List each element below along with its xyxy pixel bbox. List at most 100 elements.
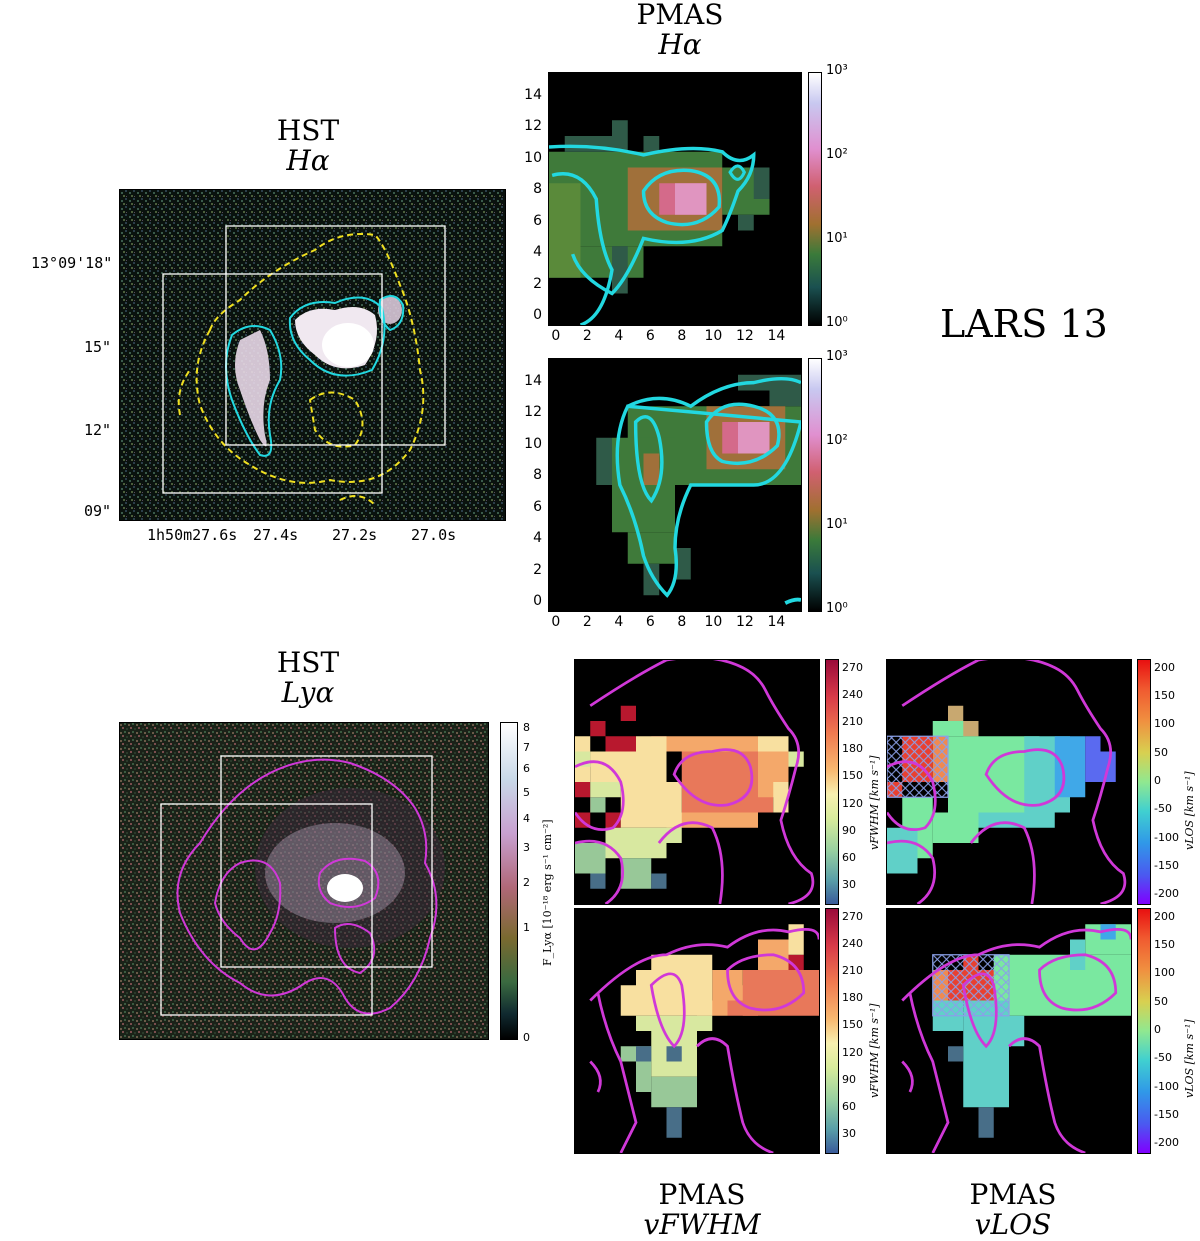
- hst-lya-title-line1: HST: [276, 646, 340, 679]
- dec-tick-2: 15": [84, 338, 112, 356]
- pmas-fwhm-map-bottom: [574, 908, 820, 1154]
- pmas-ha-bottom-xtick: 10: [704, 614, 723, 630]
- pmas-ha-bottom-ytick: 10: [524, 435, 542, 452]
- pmas-fwhm-bottom-cbar-tick: 90: [842, 1072, 856, 1086]
- hst-lya-image: [119, 722, 489, 1040]
- pmas-ha-bottom-cbar-tick: 10²: [826, 433, 848, 448]
- hst-ha-svg: [120, 190, 505, 520]
- pmas-ha-title-line1: PMAS: [636, 0, 724, 31]
- pmas-ha-top-ytick: 14: [524, 86, 542, 103]
- pmas-ha-top-ytick: 0: [533, 307, 542, 324]
- ra-tick-1: 1h50m27.6s: [147, 526, 238, 544]
- pmas-ha-bottom-ytick: 2: [533, 561, 542, 578]
- hst-lya-title-line2: Lyα: [281, 676, 335, 709]
- pmas-ha-top-ytick: 12: [524, 118, 542, 135]
- pmas-ha-bottom-ytick: 12: [524, 404, 542, 421]
- pmas-ha-bottom-xtick: 14: [767, 614, 786, 630]
- pmas-fwhm-top-cbar-tick: 120: [842, 796, 863, 810]
- pmas-fwhm-bottom-svg: [575, 909, 819, 1153]
- pmas-ha-bottom-svg: [549, 359, 801, 611]
- pmas-fwhm-top-cbar-tick: 90: [842, 823, 856, 837]
- pmas-fwhm-bottom-cbar-tick: 240: [842, 937, 863, 951]
- hst-ha-title-line2: Hα: [286, 144, 330, 177]
- ra-tick-2: 27.4s: [253, 526, 299, 544]
- hst-ha-image: [119, 189, 506, 521]
- hst-lya-cbar-tick: 3: [523, 841, 530, 855]
- pmas-los-top-cbar-tick: 100: [1154, 717, 1175, 731]
- pmas-los-bottom-svg: [887, 909, 1131, 1153]
- pmas-ha-bottom-ytick: 4: [533, 530, 542, 547]
- dec-tick-1: 13°09'18": [31, 254, 113, 272]
- pmas-los-top-colorbar: [1137, 659, 1151, 905]
- hst-lya-cbar-tick: 2: [523, 875, 530, 889]
- pmas-los-bottom-cbar-tick: 150: [1154, 937, 1175, 951]
- pmas-fwhm-bottom-cbar-tick: 180: [842, 991, 863, 1005]
- dec-tick-3: 12": [84, 421, 112, 439]
- pmas-fwhm-top-cbar-tick: 270: [842, 661, 863, 675]
- pmas-los-top-cbar-tick: -50: [1154, 802, 1172, 816]
- pmas-ha-bottom-ytick: 14: [524, 372, 542, 389]
- pmas-ha-top-xtick: 0: [551, 328, 561, 344]
- pmas-ha-bottom-xtick: 2: [582, 614, 592, 630]
- pmas-fwhm-top-svg: [575, 660, 819, 904]
- pmas-fwhm-top-cbar-tick: 180: [842, 742, 863, 756]
- ra-tick-3: 27.2s: [332, 526, 378, 544]
- pmas-fwhm-bottom-cbar-tick: 60: [842, 1099, 856, 1113]
- pmas-ha-bottom-xtick: 8: [677, 614, 687, 630]
- hst-lya-title: HST Lyα: [248, 648, 368, 708]
- hst-lya-colorbar-unit: F_Lyα [10⁻¹⁸ erg s⁻¹ cm⁻²]: [541, 819, 554, 966]
- pmas-los-top-cbar-tick: -150: [1154, 859, 1179, 873]
- pmas-fwhm-map-top: [574, 659, 820, 905]
- pmas-fwhm-bottom-colorbar-unit: vFWHM [km s⁻¹]: [868, 1003, 881, 1098]
- pmas-los-top-cbar-tick: -100: [1154, 830, 1179, 844]
- pmas-ha-bottom-xtick: 6: [645, 614, 655, 630]
- pmas-ha-top-ytick: 6: [533, 212, 542, 229]
- pmas-fwhm-title-line2: vFWHM: [643, 1208, 761, 1241]
- pmas-fwhm-top-cbar-tick: 210: [842, 715, 863, 729]
- pmas-los-bottom-cbar-tick: 100: [1154, 966, 1175, 980]
- pmas-ha-top-xtick: 8: [677, 328, 687, 344]
- pmas-fwhm-bottom-cbar-tick: 150: [842, 1018, 863, 1032]
- pmas-los-bottom-cbar-tick: 0: [1154, 1023, 1161, 1036]
- pmas-fwhm-top-cbar-tick: 30: [842, 877, 856, 891]
- pmas-ha-top-cbar-tick: 10²: [826, 147, 848, 162]
- pmas-los-map-bottom: [886, 908, 1132, 1154]
- pmas-ha-top-xtick: 10: [704, 328, 723, 344]
- pmas-ha-bottom-ytick: 6: [533, 498, 542, 515]
- pmas-ha-top-cbar-tick: 10³: [826, 63, 848, 78]
- hst-lya-cbar-tick: 4: [523, 811, 530, 825]
- pmas-ha-top-xtick: 6: [645, 328, 655, 344]
- object-label: LARS 13: [940, 302, 1108, 346]
- pmas-ha-top-ytick: 8: [533, 181, 542, 198]
- hst-lya-cbar-tick: 0: [523, 1031, 530, 1044]
- ra-tick-4: 27.0s: [411, 526, 457, 544]
- pmas-los-bottom-colorbar-unit: vLOS [km s⁻¹]: [1183, 1019, 1196, 1098]
- hst-lya-svg: [120, 723, 488, 1039]
- pmas-ha-top-xtick: 2: [582, 328, 592, 344]
- pmas-ha-title: PMAS Hα: [620, 0, 740, 60]
- pmas-ha-top-colorbar: [808, 72, 822, 326]
- pmas-fwhm-bottom-cbar-tick: 210: [842, 964, 863, 978]
- pmas-fwhm-bottom-cbar-tick: 120: [842, 1045, 863, 1059]
- pmas-ha-bottom-xtick: 0: [551, 614, 561, 630]
- pmas-los-map-top: [886, 659, 1132, 905]
- pmas-fwhm-bottom-cbar-tick: 30: [842, 1126, 856, 1140]
- pmas-ha-map-bottom: [548, 358, 802, 612]
- pmas-fwhm-top-cbar-tick: 240: [842, 688, 863, 702]
- pmas-ha-top-ytick: 10: [524, 149, 542, 166]
- pmas-fwhm-title-line1: PMAS: [658, 1178, 746, 1211]
- pmas-los-top-cbar-tick: 200: [1154, 660, 1175, 674]
- pmas-ha-bottom-xtick: 12: [735, 614, 754, 630]
- pmas-los-top-svg: [887, 660, 1131, 904]
- pmas-ha-top-cbar-tick: 10¹: [826, 231, 848, 246]
- pmas-ha-top-xtick: 4: [614, 328, 624, 344]
- pmas-fwhm-top-cbar-tick: 150: [842, 769, 863, 783]
- hst-ha-title-line1: HST: [276, 114, 340, 147]
- pmas-los-bottom-cbar-tick: 50: [1154, 994, 1168, 1008]
- hst-lya-cbar-tick: 8: [523, 720, 530, 734]
- pmas-los-title-line1: PMAS: [969, 1178, 1057, 1211]
- pmas-fwhm-bottom-colorbar: [825, 908, 839, 1154]
- pmas-los-title: PMAS vLOS: [943, 1180, 1083, 1240]
- pmas-fwhm-top-cbar-tick: 60: [842, 850, 856, 864]
- hst-lya-cbar-tick: 7: [523, 740, 530, 754]
